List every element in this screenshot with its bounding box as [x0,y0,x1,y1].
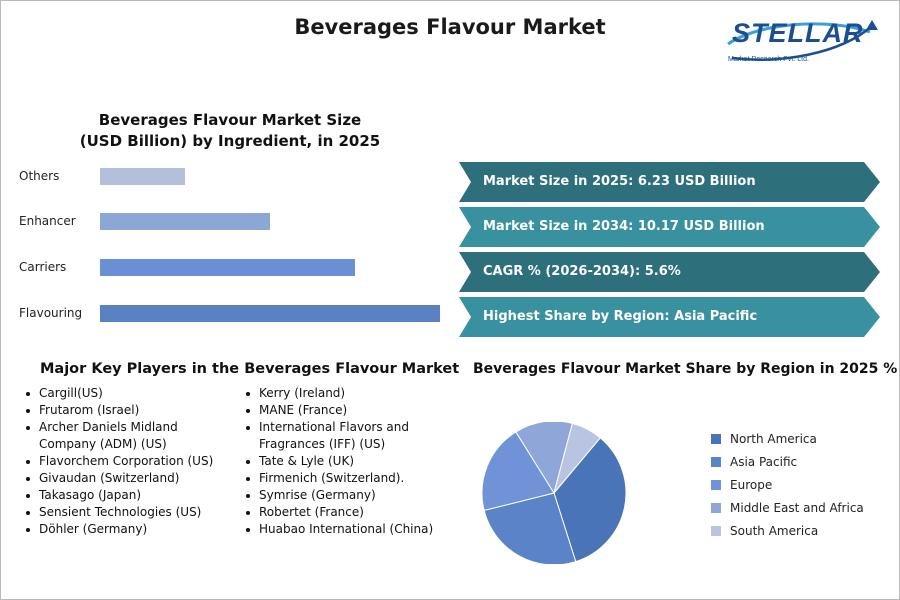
player-item: Flavorchem Corporation (US) [25,453,225,470]
bar-carriers [100,259,355,276]
player-item: Archer Daniels Midland Company (ADM) (US… [25,419,225,453]
player-item: Sensient Technologies (US) [25,504,225,521]
player-item: Givaudan (Switzerland) [25,470,225,487]
bar-others [100,168,185,185]
players-title: Major Key Players in the Beverages Flavo… [40,361,460,377]
pie-slice-asia-pacific [483,492,577,564]
stat-text: CAGR % (2026-2034): 5.6% [483,264,681,279]
page-title: Beverages Flavour Market [294,15,606,39]
player-item: Döhler (Germany) [25,521,225,538]
legend-label: North America [730,432,817,446]
legend-swatch [711,503,721,513]
legend-label: South America [730,524,819,538]
player-item: Tate & Lyle (UK) [245,453,435,470]
player-item: Huabao International (China) [245,521,435,538]
legend-label: Asia Pacific [730,455,798,469]
bar-label-enhancer: Enhancer [19,214,76,228]
stat-banner-3: CAGR % (2026-2034): 5.6% [459,252,880,292]
legend-label: Europe [730,478,773,492]
player-item: Cargill(US) [25,385,225,402]
player-item: Firmenich (Switzerland). [245,470,435,487]
bar-chart-title: Beverages Flavour Market Size (USD Billi… [60,110,400,152]
legend-item-europe: Europe [711,478,772,492]
bar-label-carriers: Carriers [19,260,67,274]
player-item: MANE (France) [245,402,435,419]
player-item: Frutarom (Israel) [25,402,225,419]
bar-chart-title-line1: Beverages Flavour Market Size [98,111,362,129]
legend-swatch [711,526,721,536]
pie-slice-south-america [553,422,601,494]
logo-subtitle: Market Research Pvt. Ltd. [728,56,809,63]
player-item: Robertet (France) [245,504,435,521]
legend-item-north-america: North America [711,432,817,446]
player-item: Kerry (Ireland) [245,385,435,402]
stat-text: Market Size in 2025: 6.23 USD Billion [483,174,756,189]
stat-banner-1: Market Size in 2025: 6.23 USD Billion [459,162,880,202]
pie-slice-north-america [553,437,627,563]
bar-flavouring [100,305,440,322]
stat-text: Market Size in 2034: 10.17 USD Billion [483,219,765,234]
players-list-left: Cargill(US) Frutarom (Israel) Archer Danie… [25,385,225,538]
legend-label: Middle East and Africa [730,501,864,515]
players-list-right: Kerry (Ireland) MANE (France) Internationa… [245,385,435,538]
player-item: Takasago (Japan) [25,487,225,504]
player-item: International Flavors and Fragrances (IF… [245,419,435,453]
stellar-logo-swoosh [727,20,878,61]
stat-banner-4: Highest Share by Region: Asia Pacific [459,297,880,337]
bar-enhancer [100,213,270,230]
legend-item-asia-pacific: Asia Pacific [711,455,797,469]
legend-item-middle-east-and-africa: Middle East and Africa [711,501,864,515]
stat-text: Highest Share by Region: Asia Pacific [483,309,758,324]
bar-chart-title-line2: (USD Billion) by Ingredient, in 2025 [79,132,381,150]
pie-slice-europe [481,431,555,512]
player-item: Symrise (Germany) [245,487,435,504]
legend-swatch [711,480,721,490]
bar-label-others: Others [19,169,60,183]
legend-swatch [711,434,721,444]
bar-label-flavouring: Flavouring [19,306,83,320]
pie-chart-title: Beverages Flavour Market Share by Region… [473,361,898,377]
legend-item-south-america: South America [711,524,818,538]
legend-swatch [711,457,721,467]
logo-wordmark: STELLAR [732,18,864,48]
stat-banner-2: Market Size in 2034: 10.17 USD Billion [459,207,880,247]
pie-chart [481,422,627,564]
